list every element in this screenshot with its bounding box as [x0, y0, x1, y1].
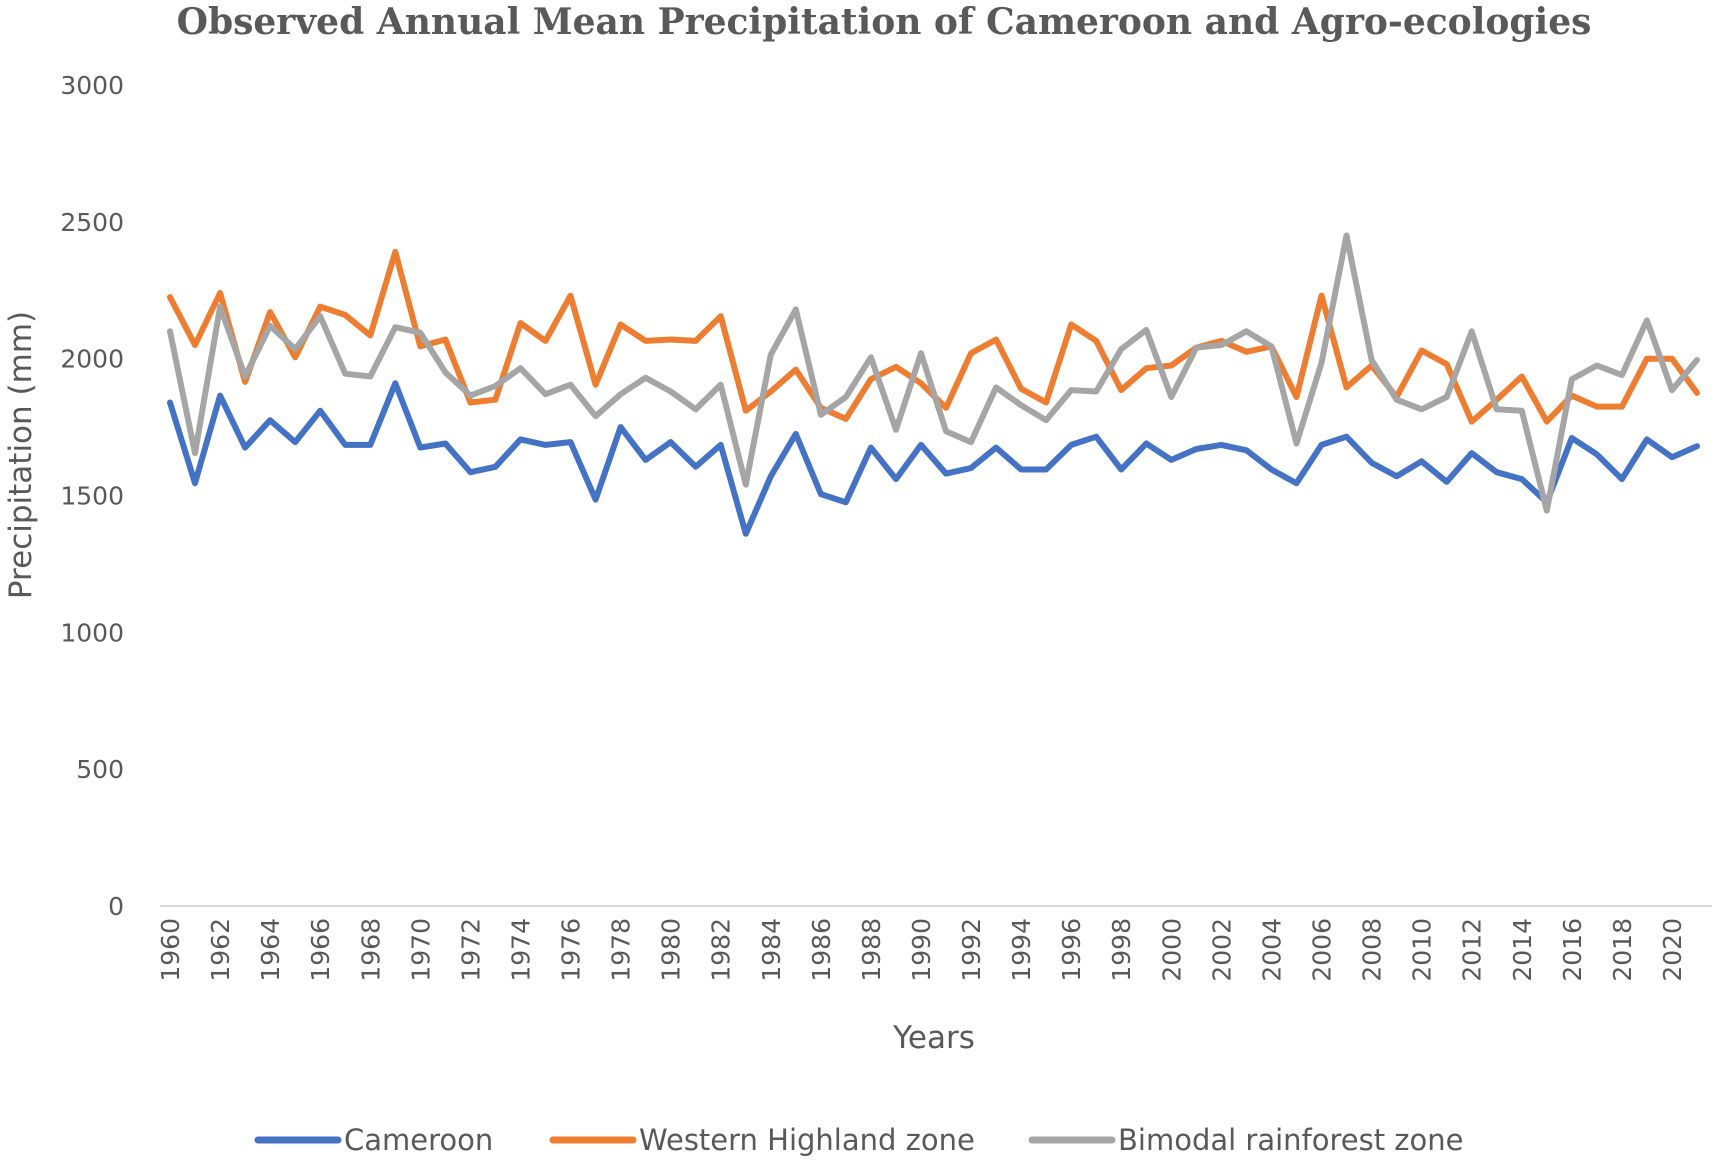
chart-title: Observed Annual Mean Precipitation of Ca… — [177, 1, 1592, 43]
x-tick-label: 1960 — [156, 918, 185, 982]
x-tick-label: 1984 — [757, 918, 786, 982]
y-tick-label: 500 — [76, 755, 124, 784]
y-tick-label: 3000 — [60, 71, 124, 100]
x-tick-label: 1988 — [857, 918, 886, 982]
x-tick-label: 1974 — [506, 918, 535, 982]
series-line-cameroon — [167, 380, 1700, 537]
x-tick-label: 1976 — [557, 918, 586, 982]
x-tick-label: 2004 — [1257, 918, 1286, 982]
x-tick-label: 2012 — [1458, 918, 1487, 982]
y-tick-label: 1000 — [60, 618, 124, 647]
x-tick-label: 2014 — [1508, 918, 1537, 982]
x-tick-label: 1998 — [1107, 918, 1136, 982]
x-tick-label: 2006 — [1308, 918, 1337, 982]
x-tick-label: 2018 — [1608, 918, 1637, 982]
x-tick-label: 2000 — [1157, 918, 1186, 982]
x-axis-label: Years — [892, 1020, 975, 1056]
x-tick-label: 1996 — [1057, 918, 1086, 982]
x-tick-label: 1982 — [707, 918, 736, 982]
x-tick-label: 1990 — [907, 918, 936, 982]
x-tick-label: 1972 — [456, 918, 485, 982]
legend: Cameroon Western Highland zone Bimodal rai… — [254, 1123, 1464, 1157]
y-tick-label: 2000 — [60, 345, 124, 374]
x-tick-label: 1970 — [406, 918, 435, 982]
x-tick-label: 2016 — [1558, 918, 1587, 982]
x-tick-label: 1980 — [657, 918, 686, 982]
x-tick-label: 1994 — [1007, 918, 1036, 982]
x-tick-label: 2010 — [1408, 918, 1437, 982]
y-axis-ticks: 0 500 1000 1500 2000 2500 3000 — [60, 71, 124, 921]
series-lines — [167, 232, 1700, 537]
legend-label: Cameroon — [344, 1123, 493, 1157]
x-tick-label: 2020 — [1658, 918, 1687, 982]
legend-label: Bimodal rainforest zone — [1118, 1123, 1464, 1157]
y-axis-label: Precipitation (mm) — [3, 311, 39, 599]
x-tick-label: 1962 — [206, 918, 235, 982]
x-tick-label: 1968 — [356, 918, 385, 982]
y-tick-label: 0 — [108, 892, 124, 921]
x-tick-label: 2008 — [1358, 918, 1387, 982]
legend-label: Western Highland zone — [639, 1123, 975, 1157]
y-tick-label: 2500 — [60, 208, 124, 237]
x-tick-label: 1986 — [807, 918, 836, 982]
series-line-bimodal-rainforest-zone — [167, 232, 1700, 514]
x-tick-label: 2002 — [1207, 918, 1236, 982]
x-axis-ticks: 1960 1962 1964 1966 1968 1970 1972 1974 1976 1978… — [156, 918, 1687, 982]
x-tick-label: 1966 — [306, 918, 335, 982]
x-tick-label: 1978 — [607, 918, 636, 982]
x-tick-label: 1964 — [256, 918, 285, 982]
x-tick-label: 1992 — [957, 918, 986, 982]
y-tick-label: 1500 — [60, 482, 124, 511]
